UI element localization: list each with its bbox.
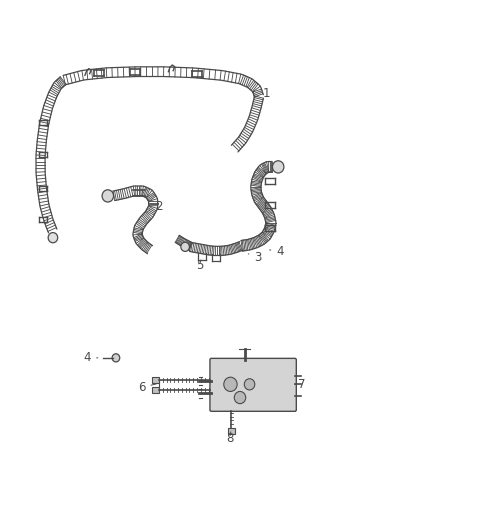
FancyBboxPatch shape <box>210 358 296 411</box>
Text: 8: 8 <box>226 432 233 445</box>
Text: 1: 1 <box>257 87 270 99</box>
Text: 6: 6 <box>138 381 156 394</box>
Circle shape <box>112 354 120 362</box>
Circle shape <box>48 232 58 243</box>
Text: 4: 4 <box>84 351 98 365</box>
Text: 3: 3 <box>248 250 262 264</box>
Text: 7: 7 <box>295 378 306 391</box>
Bar <box>152 377 159 383</box>
Circle shape <box>273 161 284 173</box>
Circle shape <box>181 242 190 251</box>
Text: 4: 4 <box>270 245 284 259</box>
Circle shape <box>234 392 246 403</box>
Text: 5: 5 <box>196 259 204 272</box>
Bar <box>152 387 159 393</box>
Text: 2: 2 <box>149 200 163 212</box>
Circle shape <box>244 379 255 390</box>
Circle shape <box>224 377 237 392</box>
Bar <box>228 428 235 434</box>
Circle shape <box>102 190 114 202</box>
